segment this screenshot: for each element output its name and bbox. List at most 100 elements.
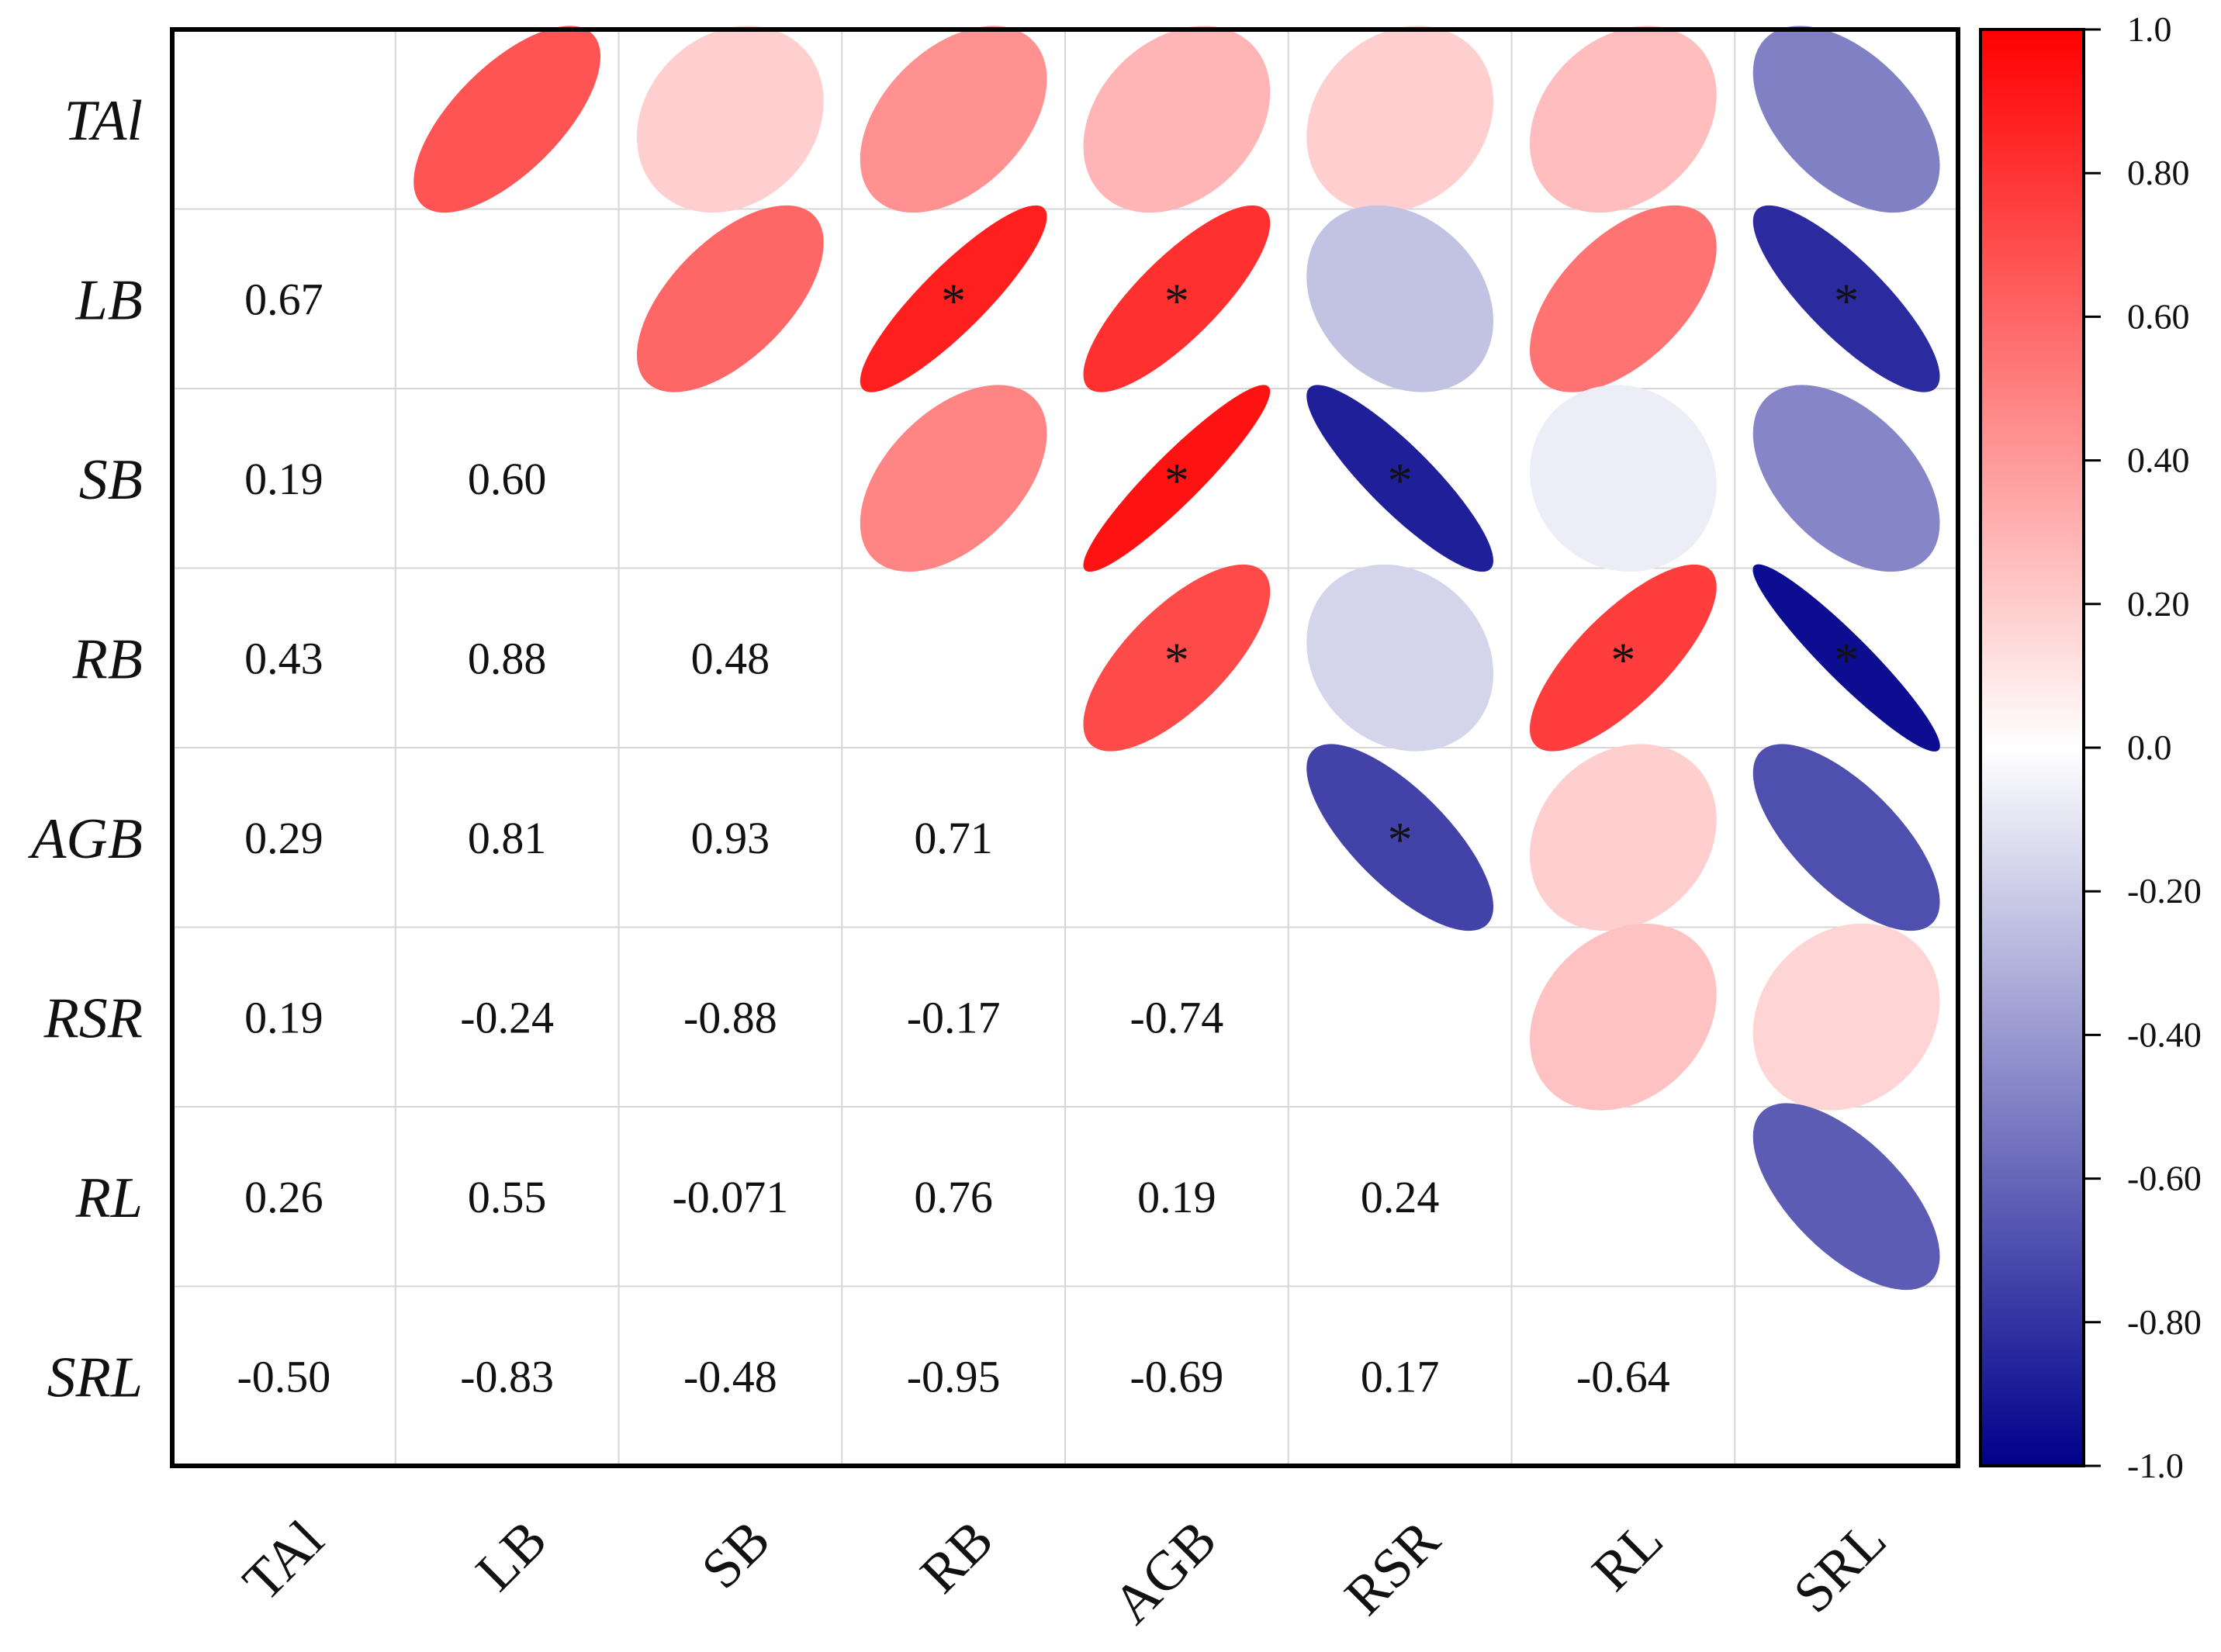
significance-star: * — [1388, 453, 1413, 508]
colorbar-tick-label: -0.60 — [2127, 1159, 2202, 1198]
colorbar-tick-label: 0.0 — [2127, 728, 2172, 767]
value-label-SRL-SB: -0.48 — [683, 1351, 777, 1401]
colorbar-tick-label: 1.0 — [2127, 9, 2172, 49]
value-label-SB-LB: 0.60 — [468, 454, 547, 504]
column-label: RSR — [1333, 1509, 1451, 1627]
ellipse-AGB-RSR — [1306, 744, 1494, 931]
ellipse-RSR-RL — [1529, 923, 1717, 1111]
colorbar-tick-label: -1.0 — [2127, 1446, 2184, 1485]
value-label-RL-RB: 0.76 — [914, 1172, 993, 1222]
column-label: RB — [908, 1509, 1005, 1605]
column-label: SB — [690, 1509, 782, 1601]
value-label-RL-LB: 0.55 — [468, 1172, 547, 1222]
ellipse-TAI-SB — [636, 26, 824, 213]
value-label-RL-SB: -0.071 — [672, 1172, 788, 1222]
colorbar-tick-label: -0.40 — [2127, 1014, 2202, 1054]
value-label-RB-LB: 0.88 — [468, 633, 547, 683]
column-label: TAl — [231, 1509, 336, 1613]
significance-star: * — [1388, 812, 1413, 867]
ellipse-RB-RSR — [1306, 564, 1494, 752]
significance-star: * — [1834, 632, 1859, 687]
ellipse-RB-AGB — [1083, 564, 1271, 752]
column-label: SRL — [1781, 1509, 1898, 1625]
grid-lines — [172, 29, 1958, 1466]
value-label-SRL-RL: -0.64 — [1576, 1351, 1670, 1401]
value-label-RB-SB: 0.48 — [691, 633, 770, 683]
value-label-RL-TAI: 0.26 — [244, 1172, 323, 1222]
ellipse-AGB-SRL — [1752, 744, 1940, 931]
row-label: RB — [72, 627, 143, 691]
column-labels: TAl LB SB RB AGB RSR RL SRL — [231, 1509, 1898, 1636]
value-label-RL-AGB: 0.19 — [1137, 1172, 1216, 1222]
row-label: LB — [75, 268, 143, 332]
ellipse-LB-AGB — [1083, 205, 1271, 392]
ellipse-SB-RL — [1529, 385, 1717, 572]
colorbar: 1.0 0.80 0.60 0.40 0.20 0.0 -0.20 -0.40 -0.60 -0.… — [1979, 9, 2202, 1485]
colorbar-tick-label: -0.80 — [2127, 1302, 2202, 1342]
colorbar-tick-label: 0.80 — [2127, 153, 2190, 192]
ellipse-RB-RL — [1529, 564, 1717, 752]
significance-star: * — [1610, 632, 1635, 687]
row-label: AGB — [27, 807, 143, 871]
ellipse-TAI-LB — [413, 26, 601, 213]
colorbar-ticks: 1.0 0.80 0.60 0.40 0.20 0.0 -0.20 -0.40 -0.60 -0.… — [2084, 9, 2202, 1485]
value-label-RB-TAI: 0.43 — [244, 633, 323, 683]
colorbar-gradient — [1979, 28, 2085, 1467]
column-label: RL — [1580, 1509, 1675, 1603]
value-label-LB-TAI: 0.67 — [244, 274, 323, 324]
row-label: RL — [75, 1166, 143, 1230]
ellipse-LB-RSR — [1306, 205, 1494, 392]
value-label-RSR-SB: -0.88 — [683, 992, 777, 1042]
ellipse-RB-SRL — [1752, 564, 1940, 752]
significance-star: * — [1834, 273, 1859, 328]
significance-star: * — [1164, 632, 1189, 687]
ellipse-SB-SRL — [1752, 385, 1940, 572]
value-label-RSR-LB: -0.24 — [460, 992, 554, 1042]
ellipse-TAI-SRL — [1752, 26, 1940, 213]
value-label-RSR-AGB: -0.74 — [1130, 992, 1223, 1042]
ellipse-SB-RB — [860, 385, 1047, 572]
significance-star: * — [1164, 273, 1189, 328]
column-label: LB — [464, 1509, 559, 1603]
ellipse-TAI-RB — [860, 26, 1047, 213]
matrix-cells: 0.67 * * * 0.19 0.60 * * 0.43 0.88 0.48 * * * 0.29 0.81… — [237, 26, 1940, 1401]
ellipse-RSR-SRL — [1752, 923, 1940, 1111]
row-label: RSR — [43, 987, 143, 1050]
value-label-AGB-RB: 0.71 — [914, 813, 993, 863]
ellipse-TAI-RSR — [1306, 26, 1494, 213]
ellipse-LB-RB — [860, 205, 1047, 392]
ellipse-TAI-RL — [1529, 26, 1717, 213]
ellipse-SB-AGB — [1083, 385, 1271, 572]
significance-star: * — [941, 273, 966, 328]
ellipse-LB-SRL — [1752, 205, 1940, 392]
value-label-SRL-AGB: -0.69 — [1130, 1351, 1223, 1401]
value-label-SB-TAI: 0.19 — [244, 454, 323, 504]
value-label-AGB-LB: 0.81 — [468, 813, 547, 863]
row-label: SB — [79, 448, 143, 512]
ellipse-SB-RSR — [1306, 385, 1494, 572]
ellipse-LB-SB — [636, 205, 824, 392]
ellipse-RL-SRL — [1752, 1103, 1940, 1291]
row-label: TAl — [64, 89, 143, 153]
value-label-SRL-RSR: 0.17 — [1361, 1351, 1440, 1401]
colorbar-tick-label: 0.60 — [2127, 296, 2190, 336]
row-labels: TAl LB SB RB AGB RSR RL SRL — [27, 89, 143, 1410]
ellipse-AGB-RL — [1529, 744, 1717, 931]
colorbar-tick-label: 0.40 — [2127, 441, 2190, 480]
value-label-RSR-TAI: 0.19 — [244, 992, 323, 1042]
ellipse-TAI-AGB — [1083, 26, 1271, 213]
value-label-SRL-RB: -0.95 — [907, 1351, 1001, 1401]
value-label-SRL-TAI: -0.50 — [237, 1351, 330, 1401]
plot-frame — [170, 27, 1960, 1468]
colorbar-tick-label: -0.20 — [2127, 871, 2202, 911]
value-label-RSR-RB: -0.17 — [907, 992, 1001, 1042]
ellipse-LB-RL — [1529, 205, 1717, 392]
value-label-AGB-TAI: 0.29 — [244, 813, 323, 863]
significance-star: * — [1164, 453, 1189, 508]
value-label-SRL-LB: -0.83 — [460, 1351, 554, 1401]
column-label: AGB — [1101, 1509, 1228, 1636]
colorbar-tick-label: 0.20 — [2127, 584, 2190, 624]
row-label: SRL — [47, 1346, 143, 1409]
value-label-RL-RSR: 0.24 — [1361, 1172, 1440, 1222]
